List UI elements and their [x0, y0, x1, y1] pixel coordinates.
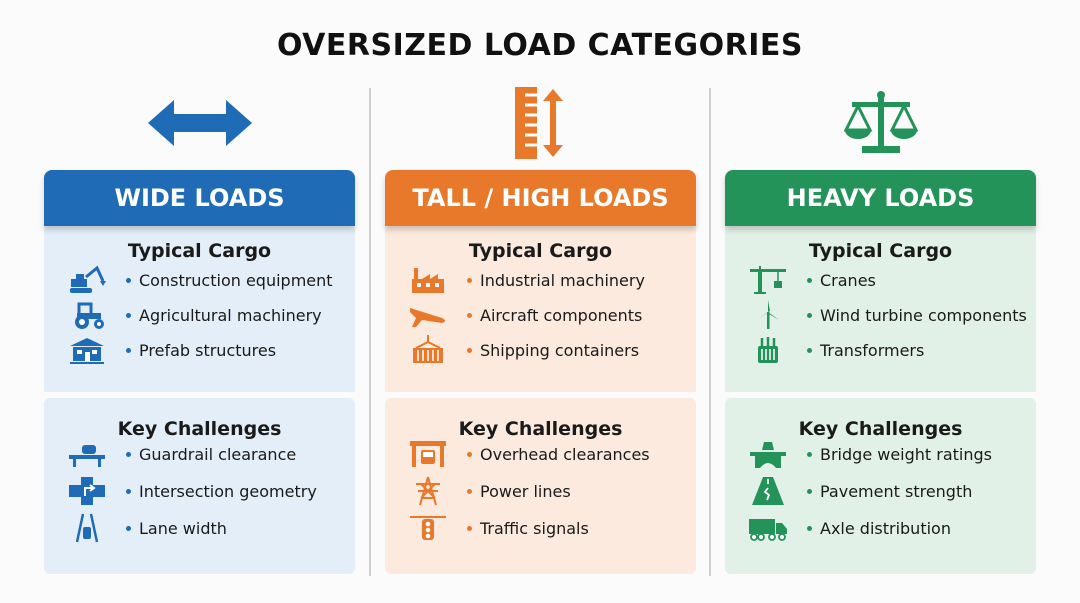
tower-crane-icon: [745, 265, 791, 295]
guardrail-car-icon: [64, 439, 110, 469]
category-column-wide: WIDE LOADS Typical Cargo Construction equi…: [44, 80, 355, 576]
power-tower-icon: [405, 476, 451, 506]
factory-icon: [405, 265, 451, 295]
list-item: Transformers: [745, 335, 924, 365]
bullet-icon: [126, 347, 131, 353]
column-divider: [369, 88, 371, 576]
excavator-icon: [64, 265, 110, 295]
list-item: Prefab structures: [64, 335, 276, 365]
ruler-vertical-arrow-icon: [385, 80, 696, 166]
list-item: Intersection geometry: [64, 476, 317, 506]
bullet-icon: [807, 488, 812, 494]
bullet-icon: [467, 488, 472, 494]
bullet-icon: [807, 312, 812, 318]
list-item-label: Lane width: [139, 518, 227, 538]
typical-cargo-section: Typical Cargo Industrial machinery Aircraf…: [385, 226, 696, 392]
bullet-icon: [807, 525, 812, 531]
list-item: Lane width: [64, 513, 227, 543]
bullet-icon: [126, 525, 131, 531]
list-item-label: Intersection geometry: [139, 481, 317, 501]
list-item-label: Aircraft components: [480, 305, 643, 325]
transformer-icon: [745, 335, 791, 365]
overpass-truck-icon: [405, 439, 451, 469]
list-item-label: Cranes: [820, 270, 876, 290]
bullet-icon: [467, 277, 472, 283]
tractor-icon: [64, 300, 110, 330]
section-title: Typical Cargo: [468, 240, 613, 262]
intersection-icon: [64, 476, 110, 506]
typical-cargo-section: Typical Cargo Cranes Wind turbine componen…: [725, 226, 1036, 392]
bullet-icon: [126, 451, 131, 457]
bullet-icon: [807, 347, 812, 353]
list-item-label: Pavement strength: [820, 481, 973, 501]
list-item: Guardrail clearance: [64, 439, 296, 469]
list-item: Overhead clearances: [405, 439, 650, 469]
traffic-light-icon: [405, 513, 451, 543]
bullet-icon: [467, 347, 472, 353]
horizontal-double-arrow-icon: [44, 80, 355, 166]
list-item: Bridge weight ratings: [745, 439, 992, 469]
key-challenges-section: Key Challenges Overhead clearances Power l…: [385, 398, 696, 574]
bullet-icon: [126, 277, 131, 283]
cracked-road-icon: [745, 476, 791, 506]
bullet-icon: [467, 312, 472, 318]
truck-axles-icon: [745, 513, 791, 543]
section-title: Key Challenges: [798, 418, 963, 440]
section-title: Typical Cargo: [127, 240, 272, 262]
list-item-label: Wind turbine components: [820, 305, 1027, 325]
list-item-label: Guardrail clearance: [139, 444, 297, 464]
section-title: Typical Cargo: [808, 240, 953, 262]
list-item-label: Overhead clearances: [480, 444, 650, 464]
list-item-label: Axle distribution: [820, 518, 951, 538]
bullet-icon: [807, 277, 812, 283]
list-item-label: Shipping containers: [480, 340, 640, 360]
container-hook-icon: [405, 335, 451, 365]
list-item-label: Bridge weight ratings: [820, 444, 993, 464]
category-header: TALL / HIGH LOADS: [385, 170, 696, 226]
column-divider: [709, 88, 711, 576]
bullet-icon: [126, 312, 131, 318]
list-item: Wind turbine components: [745, 300, 1027, 330]
list-item-label: Construction equipment: [139, 270, 333, 290]
list-item: Industrial machinery: [405, 265, 645, 295]
list-item: Construction equipment: [64, 265, 333, 295]
list-item: Axle distribution: [745, 513, 951, 543]
bullet-icon: [807, 451, 812, 457]
category-header: HEAVY LOADS: [725, 170, 1036, 226]
list-item: Traffic signals: [405, 513, 589, 543]
category-header: WIDE LOADS: [44, 170, 355, 226]
lane-car-icon: [64, 513, 110, 543]
page-title: OVERSIZED LOAD CATEGORIES: [276, 28, 804, 63]
key-challenges-section: Key Challenges Guardrail clearance Interse…: [44, 398, 355, 574]
list-item-label: Industrial machinery: [480, 270, 645, 290]
bullet-icon: [467, 451, 472, 457]
typical-cargo-section: Typical Cargo Construction equipment Agric…: [44, 226, 355, 392]
list-item: Pavement strength: [745, 476, 972, 506]
list-item-label: Transformers: [820, 340, 925, 360]
category-column-tall: TALL / HIGH LOADS Typical Cargo Industrial…: [385, 80, 696, 576]
airplane-icon: [405, 300, 451, 330]
list-item-label: Agricultural machinery: [139, 305, 322, 325]
list-item: Shipping containers: [405, 335, 639, 365]
list-item-label: Traffic signals: [480, 518, 589, 538]
bullet-icon: [467, 525, 472, 531]
balance-scale-icon: [725, 80, 1036, 166]
key-challenges-section: Key Challenges Bridge weight ratings Pavem…: [725, 398, 1036, 574]
list-item: Cranes: [745, 265, 876, 295]
list-item-label: Power lines: [480, 481, 571, 501]
list-item-label: Prefab structures: [139, 340, 277, 360]
section-title: Key Challenges: [117, 418, 282, 440]
bullet-icon: [126, 488, 131, 494]
section-title: Key Challenges: [458, 418, 623, 440]
category-column-heavy: HEAVY LOADS Typical Cargo Cranes Wind turbi…: [725, 80, 1036, 576]
prefab-building-icon: [64, 335, 110, 365]
list-item: Agricultural machinery: [64, 300, 322, 330]
bridge-weight-icon: [745, 439, 791, 469]
list-item: Aircraft components: [405, 300, 642, 330]
list-item: Power lines: [405, 476, 571, 506]
wind-turbine-icon: [745, 300, 791, 330]
